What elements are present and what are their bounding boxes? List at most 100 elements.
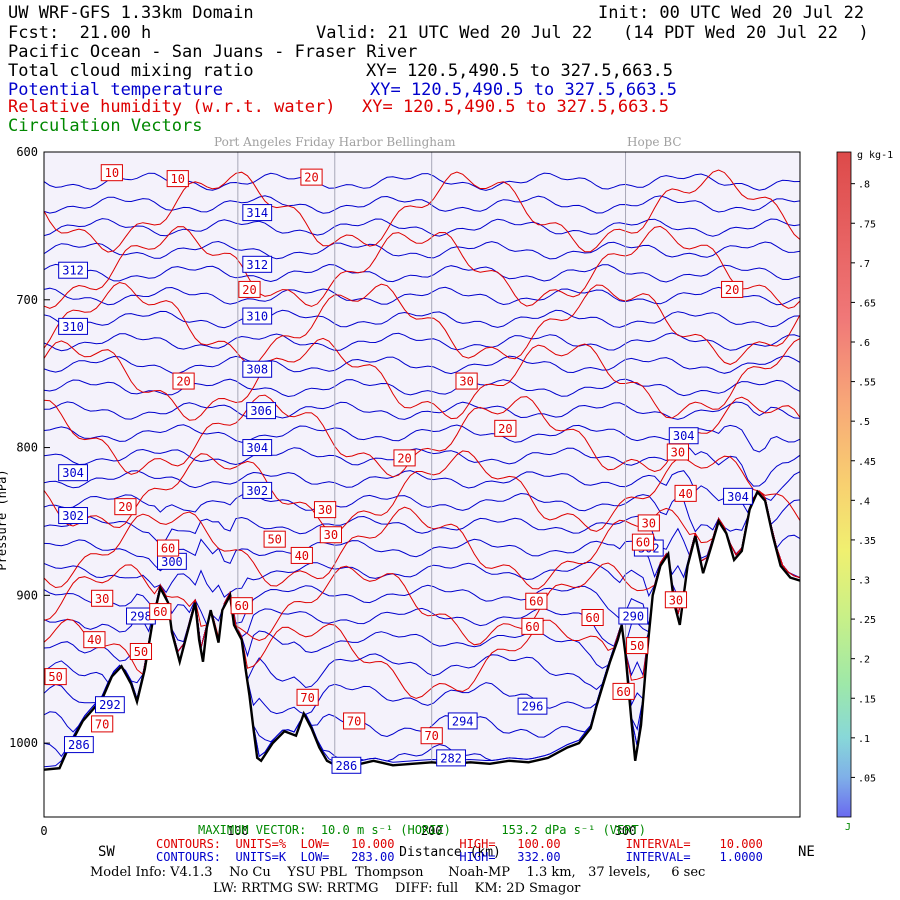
theta-label-box (242, 360, 273, 378)
x-tick-label: 100 (227, 824, 249, 838)
theta-label-box (58, 317, 88, 335)
rh-label: 50 (134, 645, 148, 659)
rh-label-box (494, 419, 517, 437)
field-rh: Relative humidity (w.r.t. water) (8, 97, 336, 117)
colorbar-tick-label: .4 (858, 496, 870, 507)
plot-frame (43, 151, 801, 818)
theta-isentrope (44, 263, 800, 283)
rh-label: 40 (678, 487, 692, 501)
theta-label-box (242, 481, 273, 499)
rh-label: 60 (636, 536, 650, 550)
theta-label: 304 (727, 490, 749, 504)
xy-cloud: XY= 120.5,490.5 to 327.5,663.5 (366, 61, 674, 81)
colorbar-tick-label: .7 (858, 259, 870, 270)
rh-contour (44, 490, 800, 590)
forecast-hour: Fcst: 21.00 h (8, 23, 152, 43)
x-tick-label: 0 (40, 824, 47, 838)
rh-label: 50 (48, 670, 62, 684)
theta-isentrope (44, 332, 800, 352)
x-left-direction: SW (98, 844, 115, 860)
rh-label-box (612, 682, 635, 700)
theta-label: 304 (62, 466, 84, 480)
max-vector: MAXIMUM VECTOR: 10.0 m s⁻¹ (HORIZ) 153.2… (198, 823, 646, 837)
rh-label: 30 (671, 445, 685, 459)
model-title: UW WRF-GFS 1.33km Domain (8, 3, 254, 23)
theta-isentrope (44, 195, 800, 214)
theta-label-box (436, 749, 466, 767)
theta-label: 306 (250, 404, 272, 418)
x-right-direction: NE (798, 844, 815, 860)
colorbar-tick-label: .25 (858, 615, 876, 626)
rh-contour (44, 169, 800, 253)
rh-label-box (91, 589, 114, 607)
rh-label: 60 (585, 611, 599, 625)
theta-label-box (618, 607, 649, 625)
theta-isentrope (44, 286, 800, 306)
rh-label-box (172, 372, 195, 390)
rh-label-box (393, 449, 416, 467)
rh-contour (44, 225, 800, 309)
theta-label: 298 (130, 610, 152, 624)
colorbar-tick-label: .45 (858, 457, 876, 468)
theta-isentrope (44, 470, 800, 514)
model-info: Model Info: V4.1.3 No Cu YSU PBL Thompso… (90, 865, 706, 880)
rh-label: 20 (725, 283, 739, 297)
rh-label: 10 (105, 166, 119, 180)
rh-label: 60 (525, 620, 539, 634)
rh-label: 20 (118, 500, 132, 514)
rh-label: 50 (630, 639, 644, 653)
colorbar-tick-label: .55 (858, 378, 876, 389)
physics-info: LW: RRTMG SW: RRTMG DIFF: full KM: 2D Sm… (213, 881, 581, 896)
theta-label: 296 (522, 700, 544, 714)
rh-label-box (129, 642, 153, 660)
x-tick-label: 200 (421, 824, 443, 838)
theta-label-box (331, 756, 362, 774)
rh-label-box (296, 688, 319, 706)
rh-label: 30 (459, 375, 473, 389)
theta-label-box (242, 307, 273, 325)
rh-label: 50 (267, 533, 281, 547)
theta-label: 302 (62, 509, 84, 523)
colorbar-tick-label: .6 (858, 338, 870, 349)
theta-isentrope (44, 490, 800, 533)
rh-label: 60 (153, 605, 167, 619)
theta-label: 294 (452, 714, 474, 728)
x-axis-label: Distance (km) (399, 845, 501, 860)
field-cloud: Total cloud mixing ratio (8, 61, 254, 81)
rh-label: 70 (300, 691, 314, 705)
theta-label: 286 (336, 759, 358, 773)
rh-label-box (91, 715, 114, 733)
theta-isentrope (44, 490, 800, 598)
y-tick-label: 900 (16, 588, 38, 602)
rh-label-box (631, 533, 655, 551)
terrain-fill (44, 491, 800, 817)
colorbar-tick-label: .65 (858, 298, 876, 309)
rh-label: 20 (397, 451, 411, 465)
colorbar-units: g kg-1 (857, 150, 893, 161)
colorbar (836, 151, 852, 818)
theta-label: 282 (440, 751, 462, 765)
terrain-line (44, 489, 800, 771)
rh-label: 60 (616, 685, 630, 699)
colorbar-tick-label: .35 (858, 536, 876, 547)
xy-rh: XY= 120.5,490.5 to 327.5,663.5 (362, 97, 670, 117)
init-time: Init: 00 UTC Wed 20 Jul 22 (598, 3, 865, 23)
field-vectors: Circulation Vectors (8, 116, 203, 136)
theta-isentrope (44, 378, 800, 398)
rh-label: 70 (424, 729, 438, 743)
rh-label-box (319, 526, 342, 544)
y-tick-label: 800 (16, 441, 38, 455)
place-names-left: Port Angeles Friday Harbor Bellingham (214, 135, 456, 149)
contours-theta: CONTOURS: UNITS=K LOW= 283.00 HIGH= 332.… (156, 850, 763, 864)
region-title: Pacific Ocean - San Juans - Fraser River (8, 42, 418, 62)
rh-label-box (313, 501, 337, 519)
theta-isentrope (44, 309, 800, 329)
field-theta: Potential temperature (8, 80, 223, 100)
rh-label-box (166, 170, 189, 188)
y-tick-label: 600 (16, 145, 38, 159)
rh-label-box (521, 617, 544, 635)
rh-label-box (420, 727, 443, 745)
rh-label-box (455, 372, 478, 390)
theta-label: 312 (62, 264, 84, 278)
colorbar-tick-label: .15 (858, 694, 876, 705)
